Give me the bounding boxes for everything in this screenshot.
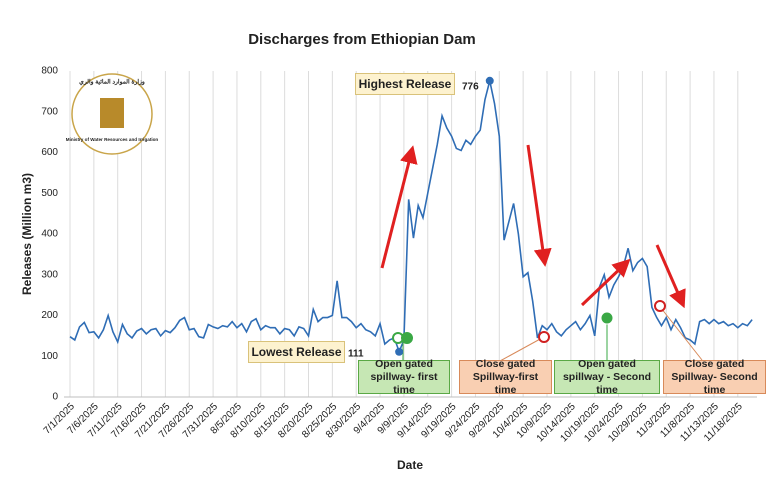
connectors (392, 300, 703, 362)
arrow (380, 145, 418, 269)
max-label: 776 (462, 82, 479, 93)
max-point (485, 76, 494, 85)
x-axis-label: Date (397, 458, 423, 472)
arrow (655, 244, 686, 309)
open-first-note: Open gated spillway- first time (358, 358, 450, 396)
plot (69, 80, 753, 355)
logo-arabic: وزارة الموارد المائية والري (79, 79, 145, 86)
y-tick-label: 500 (41, 188, 58, 199)
open-second-note: Open gated spillway - Second time (554, 358, 660, 396)
line (69, 80, 753, 355)
logo-emblem (100, 98, 124, 128)
highest-note: Highest Release (355, 73, 455, 95)
arrows (380, 144, 686, 309)
y-tick-label: 200 (41, 310, 58, 321)
close-first-note: Close gated Spillway-first time (459, 358, 552, 396)
logo: وزارة الموارد المائية والري Ministry of … (66, 73, 159, 155)
y-axis-label: Releases (Million m3) (20, 173, 34, 295)
y-tick-label: 100 (41, 351, 58, 362)
y-tick-label: 700 (41, 106, 58, 117)
min-label: 111 (348, 349, 364, 360)
arrow (580, 258, 631, 307)
close-icon (538, 331, 550, 343)
open-icon (600, 311, 614, 325)
y-tick-label: 400 (41, 229, 58, 240)
y-tick-label: 600 (41, 147, 58, 158)
close-icon (654, 300, 666, 312)
connector (499, 337, 543, 362)
arrow (526, 144, 552, 267)
min-point (395, 347, 404, 356)
logo-english: Ministry of Water Resources and Irrigati… (66, 137, 159, 142)
lowest-note: Lowest Release (248, 341, 345, 363)
open-icon (401, 332, 413, 344)
y-tick-label: 0 (52, 392, 58, 403)
connector (660, 307, 703, 361)
y-tick-label: 800 (41, 66, 58, 77)
close-second-note: Close gated Spillway- Second time (663, 358, 766, 396)
chart-title: Discharges from Ethiopian Dam (248, 31, 476, 48)
y-tick-label: 300 (41, 269, 58, 280)
